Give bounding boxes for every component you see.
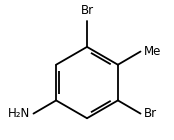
Text: H₂N: H₂N	[8, 107, 30, 120]
Text: Me: Me	[144, 45, 161, 58]
Text: Br: Br	[144, 107, 157, 120]
Text: Br: Br	[80, 4, 94, 17]
